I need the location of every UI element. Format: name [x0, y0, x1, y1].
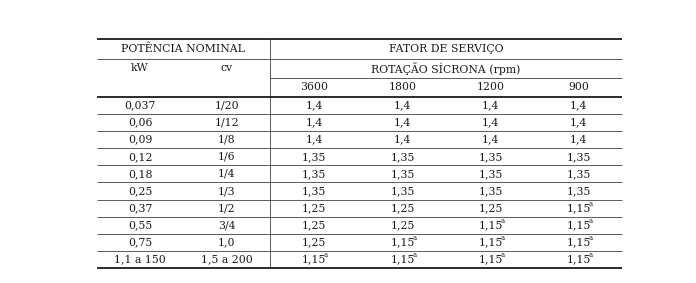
Text: 1/12: 1/12 — [214, 118, 239, 128]
Text: a: a — [588, 234, 592, 243]
Text: 1,35: 1,35 — [302, 152, 326, 162]
Text: 1,15: 1,15 — [390, 237, 415, 247]
Text: 0,09: 0,09 — [128, 135, 152, 145]
Text: 1,15: 1,15 — [390, 254, 415, 264]
Text: 1,1 a 150: 1,1 a 150 — [114, 254, 166, 264]
Text: 1/8: 1/8 — [218, 135, 235, 145]
Text: a: a — [500, 234, 505, 243]
Text: 0,55: 0,55 — [128, 220, 152, 230]
Text: 1,15: 1,15 — [479, 254, 503, 264]
Text: 1/4: 1/4 — [218, 169, 235, 179]
Text: 1,35: 1,35 — [567, 152, 591, 162]
Text: 0,18: 0,18 — [128, 169, 152, 179]
Text: 1,4: 1,4 — [570, 118, 587, 128]
Text: 0,75: 0,75 — [128, 237, 152, 247]
Text: 1,4: 1,4 — [482, 100, 500, 111]
Text: 1,15: 1,15 — [567, 220, 591, 230]
Text: 1,4: 1,4 — [482, 118, 500, 128]
Text: 1,35: 1,35 — [479, 152, 503, 162]
Text: 1/2: 1/2 — [218, 203, 235, 213]
Text: 1,15: 1,15 — [479, 237, 503, 247]
Text: 1,15: 1,15 — [567, 254, 591, 264]
Text: a: a — [500, 252, 505, 260]
Text: 1/6: 1/6 — [218, 152, 235, 162]
Text: a: a — [588, 252, 592, 260]
Text: 0,06: 0,06 — [128, 118, 152, 128]
Text: 1200: 1200 — [477, 82, 505, 92]
Text: 1,25: 1,25 — [390, 220, 415, 230]
Text: a: a — [324, 252, 328, 260]
Text: 0,37: 0,37 — [128, 203, 152, 213]
Text: 1,25: 1,25 — [302, 220, 326, 230]
Text: 1/20: 1/20 — [214, 100, 239, 111]
Text: 1,4: 1,4 — [394, 135, 411, 145]
Text: 1,4: 1,4 — [394, 118, 411, 128]
Text: 1,0: 1,0 — [218, 237, 235, 247]
Text: FATOR DE SERVIÇO: FATOR DE SERVIÇO — [389, 44, 503, 54]
Text: 1,4: 1,4 — [570, 100, 587, 111]
Text: 1,35: 1,35 — [302, 186, 326, 196]
Text: 0,12: 0,12 — [128, 152, 152, 162]
Text: 1/3: 1/3 — [218, 186, 235, 196]
Text: 1,25: 1,25 — [302, 203, 326, 213]
Text: 900: 900 — [568, 82, 589, 92]
Text: 3/4: 3/4 — [218, 220, 235, 230]
Text: 1,4: 1,4 — [394, 100, 411, 111]
Text: kW: kW — [131, 63, 149, 73]
Text: 1,4: 1,4 — [306, 135, 323, 145]
Text: 1,25: 1,25 — [390, 203, 415, 213]
Text: 0,25: 0,25 — [128, 186, 152, 196]
Text: 1,15: 1,15 — [479, 220, 503, 230]
Text: a: a — [588, 200, 592, 208]
Text: a: a — [412, 234, 416, 243]
Text: 1,35: 1,35 — [302, 169, 326, 179]
Text: a: a — [412, 252, 416, 260]
Text: 1,35: 1,35 — [390, 186, 415, 196]
Text: 1,15: 1,15 — [567, 203, 591, 213]
Text: 1,5 a 200: 1,5 a 200 — [201, 254, 253, 264]
Text: 3600: 3600 — [300, 82, 329, 92]
Text: 1,4: 1,4 — [306, 100, 323, 111]
Text: 1,25: 1,25 — [302, 237, 326, 247]
Text: 1,35: 1,35 — [390, 169, 415, 179]
Text: 1,15: 1,15 — [302, 254, 326, 264]
Text: 1,35: 1,35 — [479, 186, 503, 196]
Text: 1800: 1800 — [388, 82, 416, 92]
Text: 1,35: 1,35 — [479, 169, 503, 179]
Text: 1,35: 1,35 — [567, 169, 591, 179]
Text: 1,35: 1,35 — [390, 152, 415, 162]
Text: POTÊNCIA NOMINAL: POTÊNCIA NOMINAL — [122, 44, 245, 54]
Text: ROTAÇÃO SÍCRONA (rpm): ROTAÇÃO SÍCRONA (rpm) — [372, 62, 521, 75]
Text: 1,4: 1,4 — [570, 135, 587, 145]
Text: 1,25: 1,25 — [479, 203, 503, 213]
Text: 1,15: 1,15 — [567, 237, 591, 247]
Text: 0,037: 0,037 — [125, 100, 156, 111]
Text: a: a — [500, 217, 505, 225]
Text: 1,4: 1,4 — [306, 118, 323, 128]
Text: cv: cv — [221, 63, 232, 73]
Text: a: a — [588, 217, 592, 225]
Text: 1,35: 1,35 — [567, 186, 591, 196]
Text: 1,4: 1,4 — [482, 135, 500, 145]
